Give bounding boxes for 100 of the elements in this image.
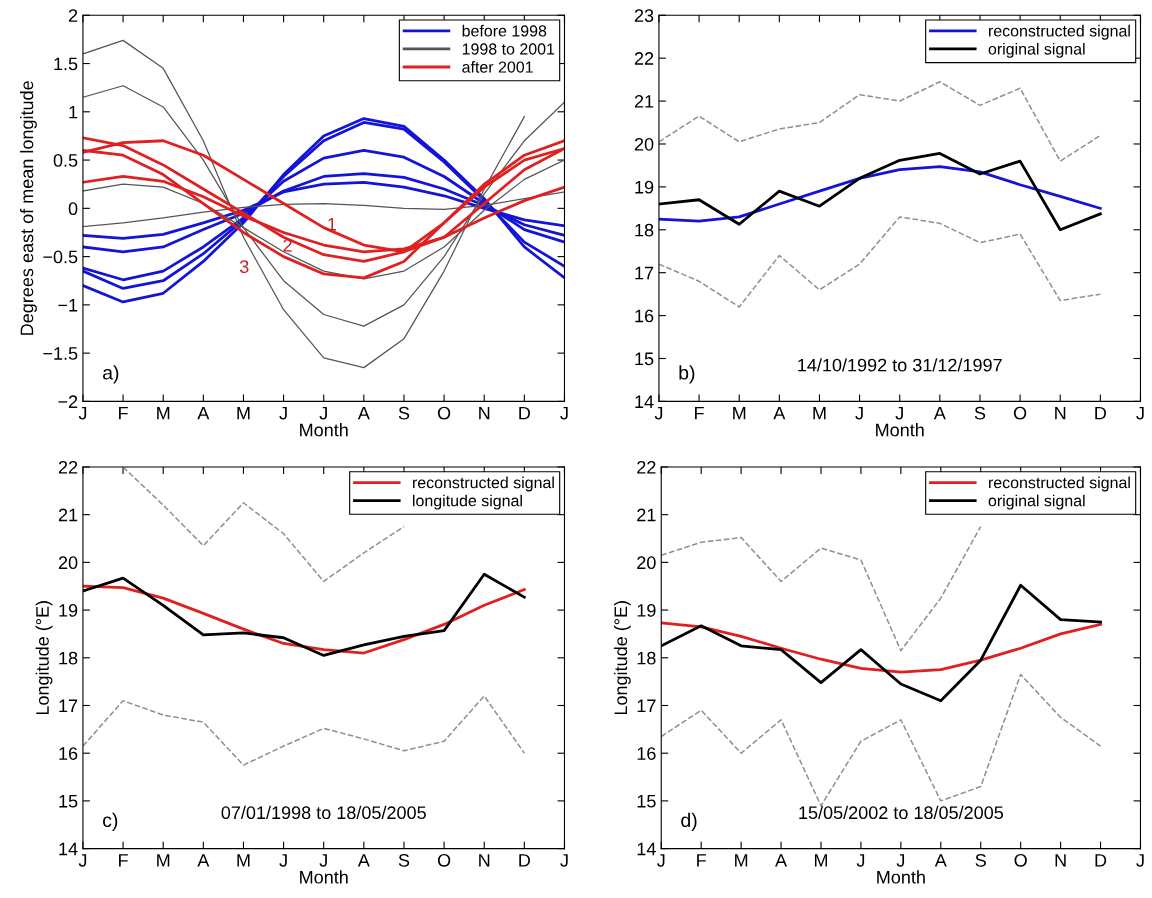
x-tick-label: M — [735, 854, 748, 867]
x-tick-label: N — [479, 854, 490, 867]
y-tick-label: 23 — [634, 9, 654, 22]
y-tick-label: 17 — [59, 699, 78, 713]
y-tick-label: 18 — [59, 651, 78, 665]
y-tick-label: 14 — [635, 395, 654, 408]
x-axis-title: Month — [300, 870, 348, 884]
legend-label: original signal — [988, 42, 1085, 58]
y-tick-label: 20 — [58, 556, 78, 570]
y-axis-title: Degrees east of mean longitude — [20, 81, 37, 335]
x-tick-label: J — [319, 406, 327, 420]
y-tick-label: 22 — [637, 460, 656, 474]
x-tick-label: J — [560, 854, 568, 867]
y-axis-title: Longitude (°E) — [613, 601, 631, 715]
x-tick-label: S — [398, 853, 410, 867]
y-tick-label: −1 — [58, 298, 78, 312]
x-tick-label: M — [814, 854, 828, 867]
x-tick-label: J — [856, 854, 865, 867]
x-tick-label: N — [1055, 406, 1066, 420]
legend-label: before 1998 — [462, 24, 547, 37]
x-tick-label: J — [319, 854, 327, 867]
x-tick-label: J — [279, 406, 287, 420]
y-tick-label: 2 — [68, 9, 78, 22]
x-tick-label: M — [237, 406, 250, 420]
legend-label: original signal — [988, 494, 1085, 510]
y-tick-label: 16 — [59, 747, 78, 760]
y-tick-label: 15 — [637, 795, 656, 808]
x-tick-label: F — [119, 854, 128, 867]
x-tick-label: M — [157, 854, 170, 867]
x-tick-label: S — [974, 406, 986, 420]
annotation: d) — [681, 812, 697, 831]
x-tick-label: A — [197, 854, 210, 867]
x-axis-title: Month — [300, 423, 348, 437]
x-axis-title: Month — [877, 870, 925, 884]
annotation: 2 — [283, 239, 292, 252]
legend-label: reconstructed signal — [989, 24, 1130, 40]
x-tick-label: A — [357, 406, 370, 420]
y-tick-label: 17 — [637, 699, 656, 713]
x-tick-label: A — [773, 406, 786, 420]
y-tick-label: 20 — [634, 137, 654, 151]
x-tick-label: J — [279, 854, 287, 867]
y-tick-label: −1.5 — [43, 347, 78, 360]
x-tick-label: O — [1014, 853, 1027, 867]
annotation: 3 — [239, 260, 249, 274]
y-tick-label: 18 — [637, 651, 656, 665]
y-tick-label: 22 — [58, 460, 78, 474]
x-tick-label: J — [657, 854, 665, 867]
annotation: 07/01/1998 to 18/05/2005 — [221, 805, 426, 820]
y-axis-title: Longitude (°E) — [35, 601, 53, 715]
x-tick-label: S — [975, 853, 986, 867]
y-tick-label: 14 — [59, 842, 78, 856]
x-tick-label: N — [479, 406, 490, 420]
annotation: 15/05/2002 to 18/05/2005 — [799, 805, 1004, 820]
y-tick-label: 19 — [59, 604, 78, 617]
legend-label: reconstructed signal — [413, 476, 554, 492]
x-tick-label: M — [813, 406, 826, 420]
x-tick-label: D — [1095, 406, 1107, 420]
x-tick-label: J — [895, 406, 903, 420]
x-tick-label: A — [934, 854, 947, 867]
x-tick-label: M — [733, 406, 746, 420]
y-tick-label: 1 — [69, 105, 78, 119]
x-tick-label: M — [237, 854, 250, 867]
annotation: 14/10/1992 to 31/12/1997 — [798, 358, 1002, 372]
x-tick-label: J — [1136, 406, 1144, 420]
x-tick-label: F — [119, 406, 128, 420]
y-tick-label: 15 — [635, 352, 654, 366]
y-tick-label: 19 — [635, 180, 654, 194]
annotation: a) — [103, 365, 119, 384]
x-tick-label: A — [933, 406, 946, 420]
x-tick-label: O — [437, 853, 451, 867]
x-tick-label: J — [855, 406, 863, 420]
y-tick-label: 17 — [635, 266, 654, 280]
y-tick-label: 20 — [637, 556, 656, 570]
legend-label: reconstructed signal — [989, 476, 1130, 492]
legend-label: longitude signal — [413, 494, 522, 510]
x-axis-title: Month — [876, 423, 924, 437]
y-tick-label: 21 — [634, 95, 654, 108]
legend-label: after 2001 — [462, 61, 533, 73]
y-tick-label: −0.5 — [43, 250, 78, 264]
x-tick-label: F — [695, 406, 704, 420]
y-tick-label: 0.5 — [53, 154, 78, 167]
x-tick-label: S — [398, 406, 410, 420]
x-tick-label: A — [775, 854, 788, 867]
y-tick-label: 21 — [637, 508, 656, 522]
y-tick-label: 14 — [637, 842, 656, 856]
x-tick-label: A — [197, 406, 210, 420]
x-tick-label: N — [1055, 854, 1066, 867]
y-tick-label: 18 — [635, 223, 654, 237]
x-tick-label: O — [1013, 406, 1027, 420]
x-tick-label: J — [1136, 854, 1144, 867]
y-tick-label: 19 — [637, 604, 656, 617]
y-tick-label: 16 — [635, 309, 654, 323]
x-tick-label: D — [519, 854, 531, 867]
x-tick-label: J — [78, 406, 87, 420]
x-tick-label: A — [357, 854, 370, 867]
x-tick-label: M — [157, 406, 170, 420]
annotation: 1 — [328, 217, 337, 231]
x-tick-label: J — [654, 406, 663, 420]
x-tick-label: J — [896, 854, 905, 867]
annotation: c) — [103, 812, 118, 831]
